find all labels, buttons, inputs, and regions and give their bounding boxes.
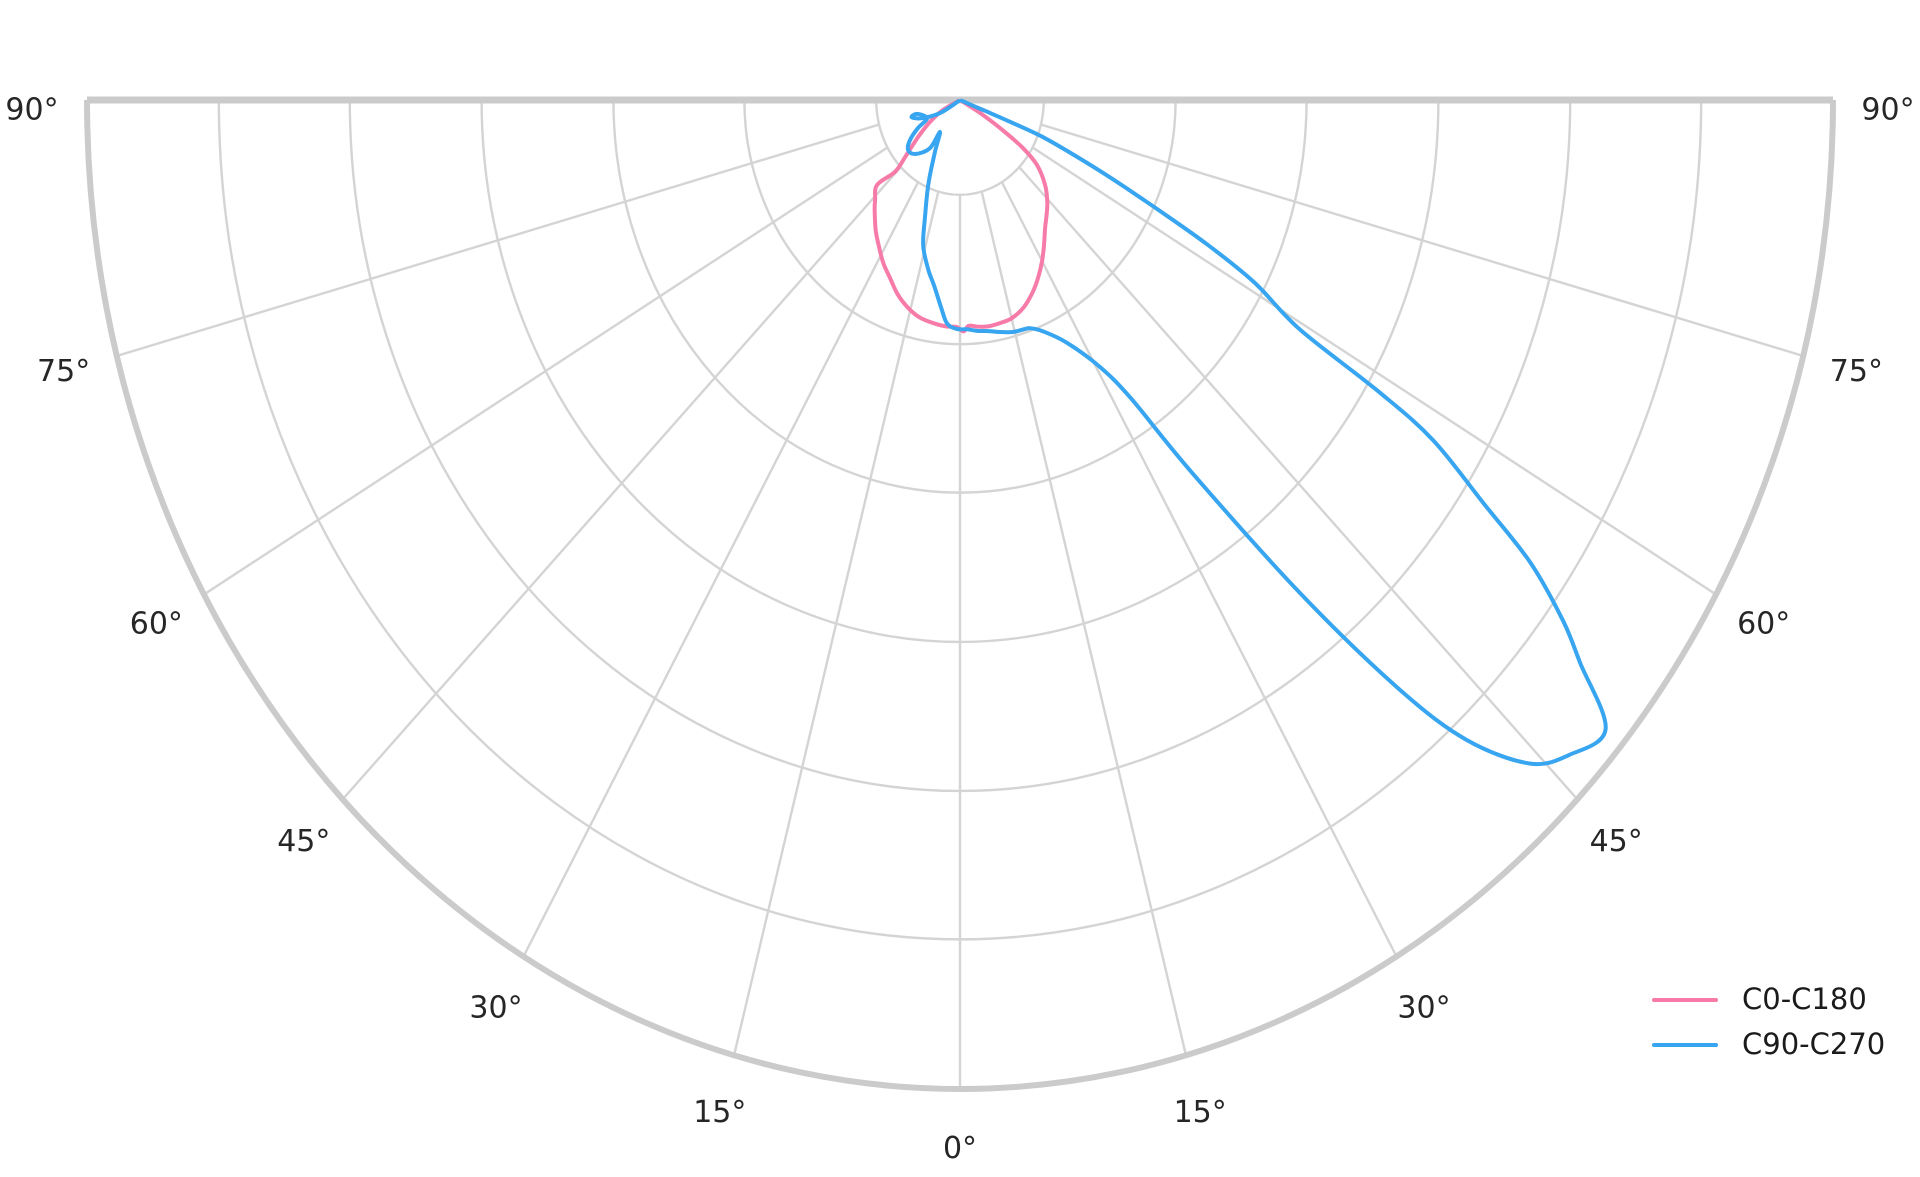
angle-tick-label: 15° [693, 1095, 746, 1130]
grid-spoke [116, 123, 880, 358]
angle-tick-label: 30° [1397, 990, 1450, 1025]
legend-swatch-c0-c180 [1652, 997, 1718, 1002]
grid-spoke [341, 166, 902, 801]
legend-item: C90-C270 [1652, 1029, 1885, 1060]
series-c90-c270 [905, 98, 1608, 767]
angle-tick-label: 30° [469, 990, 522, 1025]
outer-rim [84, 99, 1836, 1092]
grid-spoke [1040, 123, 1804, 358]
angle-tick-label: 75° [37, 354, 90, 389]
angle-tick-label: 45° [277, 824, 330, 859]
grid-spoke [522, 181, 920, 958]
legend-label-c0-c180: C0-C180 [1742, 982, 1867, 1016]
legend: C0-C180 C90-C270 [1652, 984, 1885, 1060]
grid-spoke [203, 146, 889, 596]
grid-spoke [980, 191, 1188, 1056]
legend-label-c90-c270: C90-C270 [1742, 1027, 1886, 1061]
angle-tick-label: 60° [1737, 607, 1790, 642]
legend-item: C0-C180 [1652, 984, 1885, 1015]
angle-tick-label: 0° [943, 1131, 977, 1166]
angle-tick-label: 75° [1830, 354, 1883, 389]
grid-spoke [1018, 166, 1579, 801]
angle-tick-label: 90° [5, 93, 58, 128]
grid-ring [874, 99, 1046, 197]
grid-spoke [1031, 146, 1717, 596]
angle-tick-label: 15° [1174, 1095, 1227, 1130]
legend-swatch-c90-c270 [1652, 1042, 1718, 1047]
angle-tick-label: 90° [1861, 93, 1914, 128]
grid-spoke [732, 191, 940, 1056]
angle-tick-label: 60° [130, 607, 183, 642]
angle-tick-label: 45° [1590, 824, 1643, 859]
grid-spoke [1000, 181, 1398, 958]
